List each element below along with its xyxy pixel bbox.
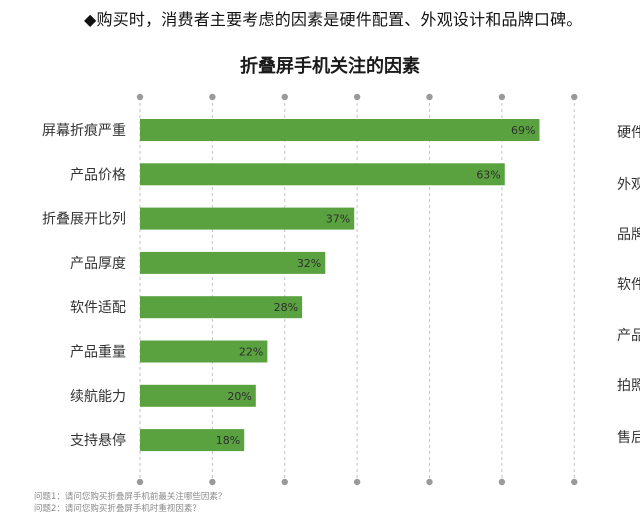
bar xyxy=(140,296,303,319)
right-chart-label: 软件 xyxy=(617,277,640,293)
chart-title: 折叠屏手机关注的因素 xyxy=(240,56,420,77)
gridline-dot xyxy=(498,93,506,101)
headline: ◆购买时，消费者主要考虑的因素是硬件配置、外观设计和品牌口碑。 xyxy=(84,10,583,29)
gridline-dot xyxy=(136,93,144,101)
bar xyxy=(140,429,245,452)
category-label: 软件适配 xyxy=(70,300,126,316)
gridline-dot xyxy=(571,93,578,101)
bar xyxy=(140,340,268,363)
right-chart-label: 拍照 xyxy=(617,378,640,394)
gridline-dot xyxy=(281,478,288,486)
right-chart-label: 品牌 xyxy=(617,227,640,243)
bar xyxy=(140,207,355,230)
gridline-dot xyxy=(353,93,361,101)
bar xyxy=(140,384,256,407)
footnote: 问题2：请问您购买折叠屏手机时重视因素？ xyxy=(34,504,201,514)
gridline-dot xyxy=(136,478,144,486)
value-label: 32% xyxy=(297,257,321,270)
value-label: 20% xyxy=(227,390,251,403)
category-label: 屏幕折痕严重 xyxy=(42,123,126,139)
right-chart-label: 产品 xyxy=(617,328,640,344)
value-label: 18% xyxy=(216,434,240,447)
gridline-dot xyxy=(209,478,216,486)
gridline-dot xyxy=(498,478,506,486)
value-label: 63% xyxy=(476,168,500,181)
bar xyxy=(140,251,326,274)
category-label: 续航能力 xyxy=(70,388,126,405)
gridline-dot xyxy=(426,93,433,101)
gridline-dot xyxy=(209,93,216,101)
category-label: 产品厚度 xyxy=(70,256,126,272)
value-label: 22% xyxy=(239,346,263,359)
gridline-dot xyxy=(426,478,433,486)
value-label: 69% xyxy=(511,124,535,137)
gridline-dot xyxy=(571,478,578,486)
gridline-dot xyxy=(281,93,288,101)
value-label: 28% xyxy=(274,301,298,314)
category-label: 产品价格 xyxy=(70,167,126,183)
category-label: 支持悬停 xyxy=(70,432,126,449)
category-label: 折叠展开比列 xyxy=(42,212,126,228)
footnote: 问题1：请问您购买折叠屏手机前最关注哪些因素？ xyxy=(34,492,227,502)
right-chart-label: 硬件 xyxy=(617,125,640,141)
right-chart-label: 售后 xyxy=(617,430,640,446)
right-chart-label: 外观 xyxy=(617,177,640,193)
bar xyxy=(140,163,505,186)
bar xyxy=(140,119,540,141)
value-label: 37% xyxy=(326,213,350,226)
gridline-dot xyxy=(353,478,361,486)
category-label: 产品重量 xyxy=(70,345,126,361)
